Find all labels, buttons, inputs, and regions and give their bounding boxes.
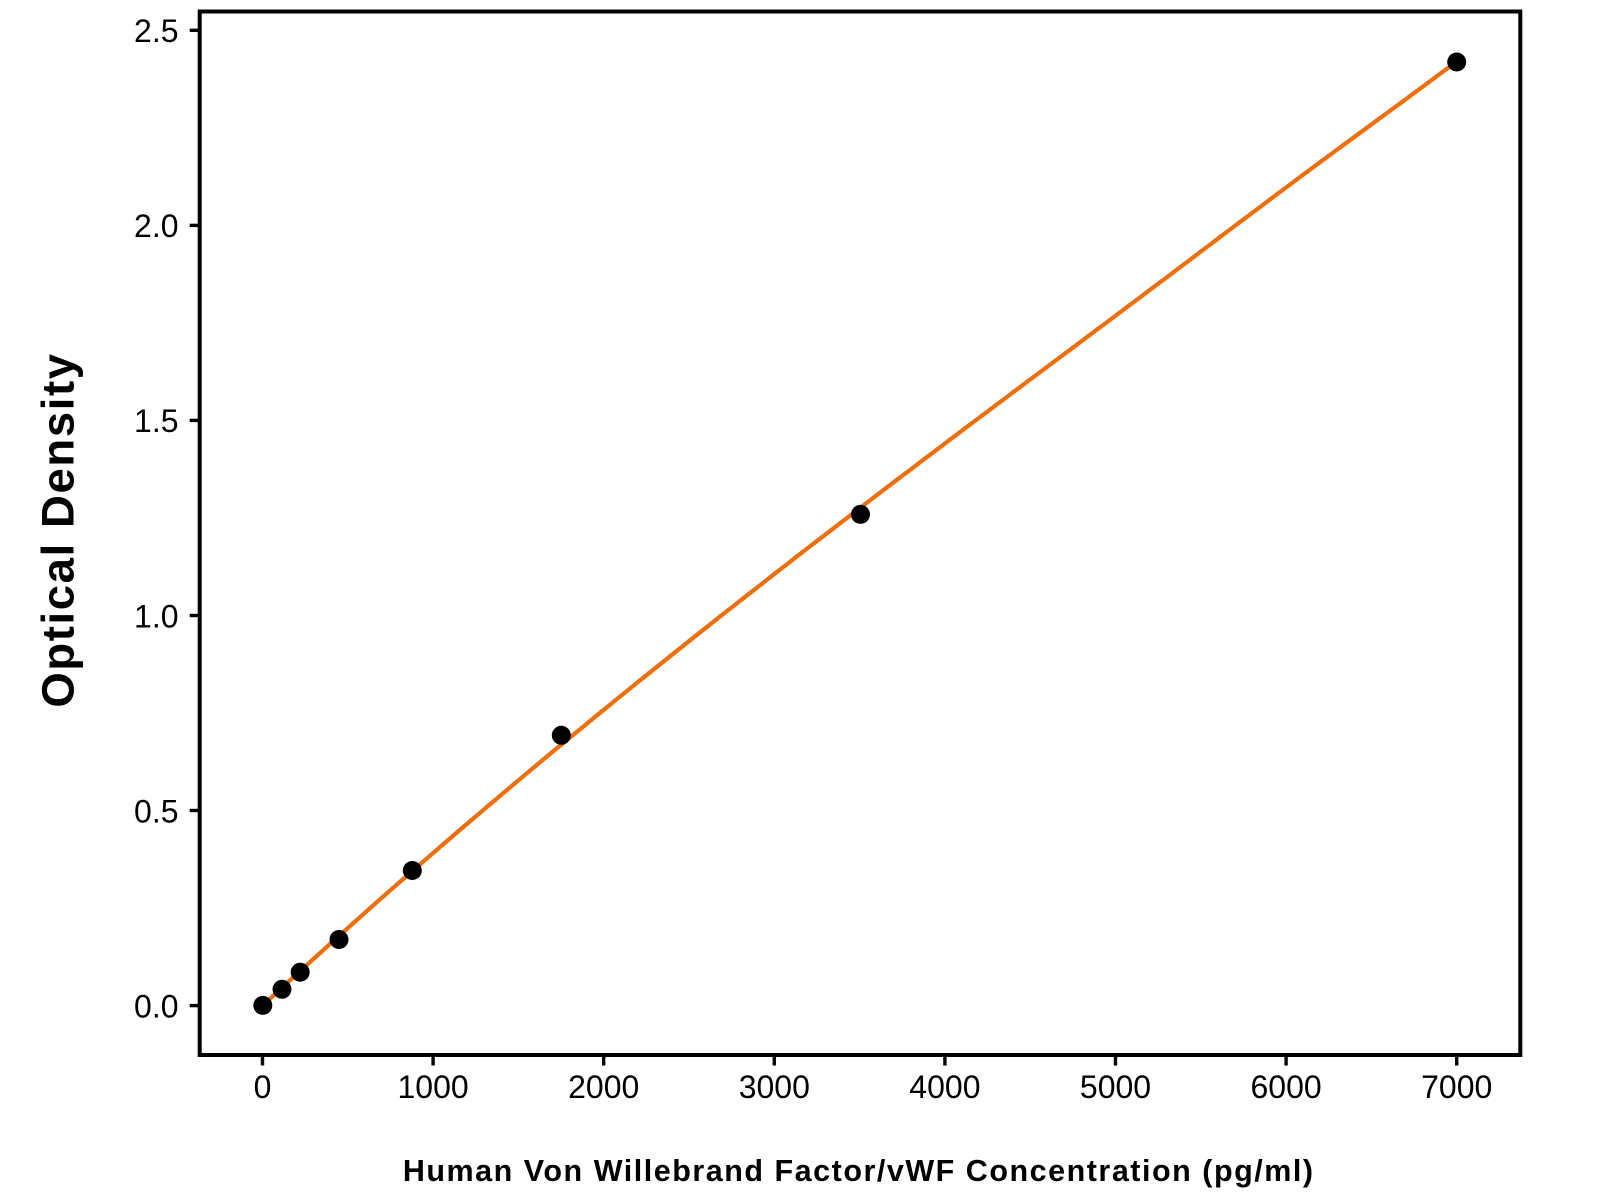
svg-text:4000: 4000	[909, 1069, 980, 1105]
svg-text:1.5: 1.5	[134, 403, 178, 439]
svg-text:0.5: 0.5	[134, 793, 178, 829]
svg-text:2.0: 2.0	[134, 208, 178, 244]
svg-text:2000: 2000	[568, 1069, 639, 1105]
svg-text:1.0: 1.0	[134, 598, 178, 634]
svg-text:6000: 6000	[1251, 1069, 1322, 1105]
svg-text:1000: 1000	[398, 1069, 469, 1105]
svg-text:3000: 3000	[739, 1069, 810, 1105]
svg-text:0: 0	[254, 1069, 272, 1105]
svg-text:7000: 7000	[1421, 1069, 1492, 1105]
svg-text:Human Von Willebrand Factor/vW: Human Von Willebrand Factor/vWF Concentr…	[403, 1154, 1315, 1188]
svg-text:0.0: 0.0	[134, 988, 178, 1024]
svg-text:Optical Density: Optical Density	[33, 352, 84, 707]
svg-text:2.5: 2.5	[134, 13, 178, 49]
svg-text:5000: 5000	[1080, 1069, 1151, 1105]
